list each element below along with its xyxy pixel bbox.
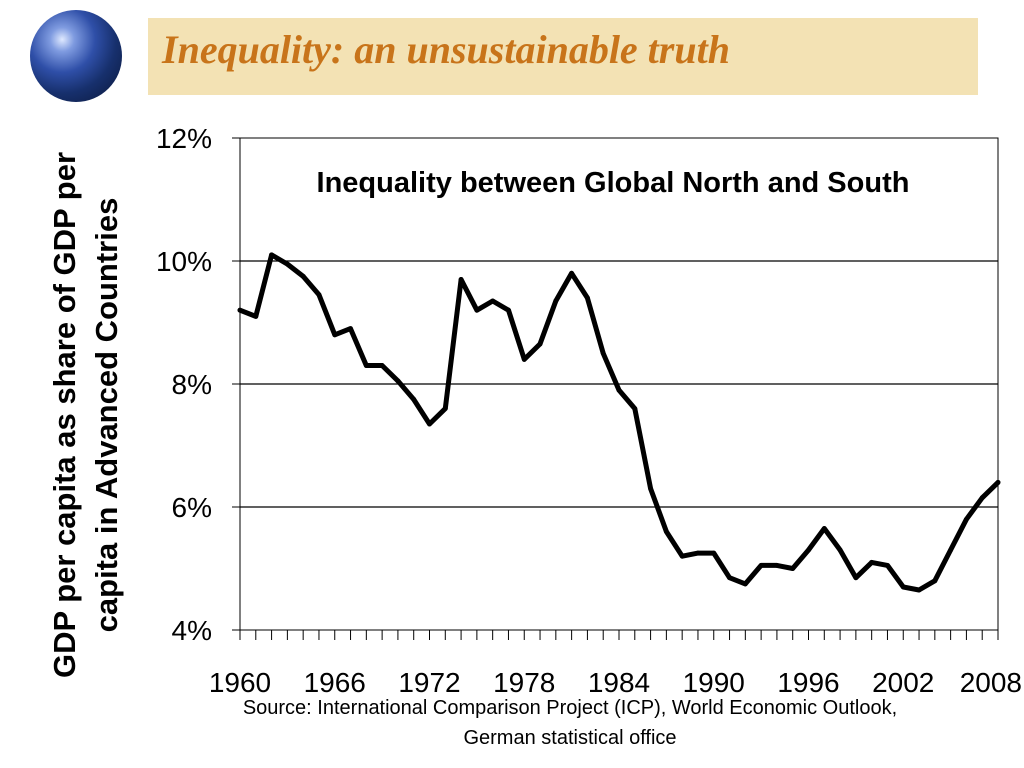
data-point: [585, 295, 590, 301]
data-point: [932, 578, 938, 584]
data-point: [758, 563, 764, 568]
data-point: [727, 575, 732, 581]
data-point: [711, 550, 717, 556]
data-point: [916, 587, 922, 593]
data-point: [979, 495, 985, 501]
data-point: [427, 421, 432, 427]
data-point: [237, 307, 243, 313]
data-points: [237, 252, 1001, 593]
y-tick-labels: 4% 6% 8% 10% 12%: [156, 123, 212, 646]
source-note: Source: International Comparison Project…: [140, 693, 1000, 753]
data-point: [869, 559, 875, 565]
x-tick-label: 2008: [960, 667, 1022, 698]
y-tick-label: 12%: [156, 123, 212, 154]
data-point: [900, 584, 906, 590]
x-tick-label: 1984: [588, 667, 650, 698]
data-point: [332, 332, 338, 338]
data-point: [348, 326, 353, 332]
title-banner: [148, 18, 978, 95]
source-line-1: Source: International Comparison Project…: [242, 697, 898, 719]
x-tick-label: 1996: [777, 667, 839, 698]
y-tick-label: 10%: [156, 246, 212, 277]
x-tick-label: 1990: [683, 667, 745, 698]
data-point: [363, 363, 369, 368]
data-point: [600, 350, 606, 356]
data-point: [648, 486, 653, 491]
data-point: [742, 581, 748, 587]
data-point: [284, 261, 290, 267]
data-point: [663, 529, 669, 534]
data-point: [774, 563, 780, 568]
data-point: [837, 547, 843, 553]
data-point: [474, 307, 480, 313]
data-point: [853, 575, 859, 581]
y-tick-label: 8%: [172, 369, 212, 400]
x-tick-label: 1966: [304, 667, 366, 698]
data-point: [269, 252, 274, 258]
globe-icon: [30, 10, 122, 102]
data-point: [521, 357, 527, 362]
data-point: [442, 406, 448, 411]
x-tick-label: 1978: [493, 667, 555, 698]
x-tick-label: 1972: [398, 667, 460, 698]
data-point: [948, 547, 954, 553]
data-point: [553, 298, 559, 304]
data-point: [316, 292, 322, 298]
x-tick-label: 2002: [872, 667, 934, 698]
slide-title: Inequality: an unsustainable truth: [162, 27, 730, 72]
data-point: [379, 363, 385, 368]
data-point: [790, 566, 796, 571]
data-point: [395, 378, 401, 384]
data-point: [411, 396, 417, 402]
data-point: [821, 526, 827, 531]
data-point: [506, 307, 511, 313]
data-point: [995, 480, 1001, 485]
chart-title: Inequality between Global North and Sout…: [317, 167, 910, 199]
data-point: [695, 550, 701, 556]
y-tick-label: 4%: [172, 615, 212, 646]
source-line-2: German statistical office: [463, 727, 677, 749]
data-point: [490, 298, 496, 304]
data-point: [458, 277, 464, 282]
x-tick-label: 1960: [209, 667, 271, 698]
data-point: [964, 516, 969, 522]
data-point: [885, 563, 890, 568]
x-tick-labels: 1960 1966 1972 1978 1984 1990 1996 2002 2008: [209, 667, 1022, 698]
data-point: [632, 406, 638, 411]
data-point: [616, 387, 622, 393]
data-point: [253, 313, 259, 319]
data-point: [679, 553, 685, 559]
series-line: [237, 252, 1001, 593]
data-point: [569, 270, 575, 276]
axis-ticks: [232, 137, 999, 640]
y-tick-label: 6%: [172, 492, 212, 523]
data-point: [537, 341, 543, 347]
data-point: [300, 273, 306, 279]
data-point: [806, 547, 811, 553]
